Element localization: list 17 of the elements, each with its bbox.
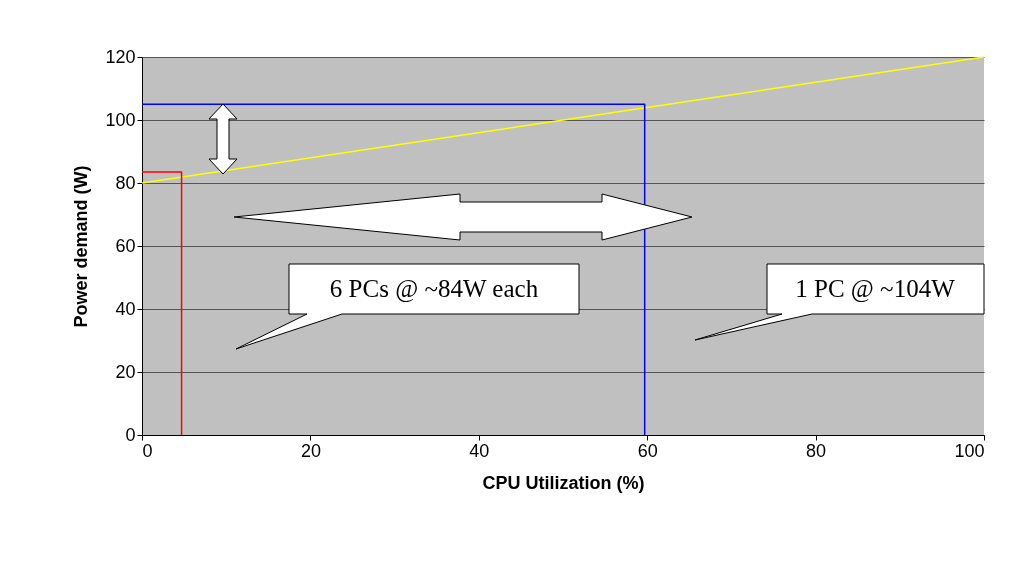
y-tick-label: 40 [115, 298, 136, 319]
x-tick-label: 0 [142, 440, 153, 461]
x-tick-label: 20 [300, 440, 321, 461]
annotation: 1 PC @ ~104W [795, 275, 956, 303]
x-axis-title: CPU Utilization (%) [482, 472, 645, 493]
x-tick-label: 80 [806, 440, 827, 461]
x-tick-label: 60 [637, 440, 658, 461]
y-tick-label: 100 [105, 109, 136, 130]
y-tick-label: 0 [125, 424, 136, 445]
y-tick-label: 60 [115, 235, 136, 256]
annotation: 6 PCs @ ~84W each [329, 275, 539, 303]
y-tick-label: 80 [115, 172, 136, 193]
y-tick-label: 120 [105, 46, 136, 67]
x-tick-label: 40 [469, 440, 490, 461]
x-tick-label: 100 [954, 440, 985, 461]
y-axis-title: Power demand (W) [71, 165, 92, 328]
y-tick-label: 20 [115, 361, 136, 382]
